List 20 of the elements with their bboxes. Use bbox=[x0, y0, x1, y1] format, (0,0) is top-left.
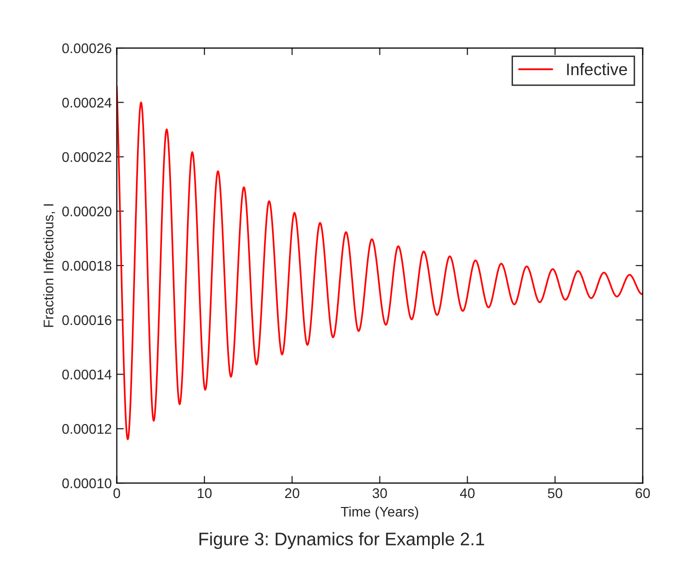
x-tick-label: 30 bbox=[372, 488, 387, 498]
y-axis-title: Fraction Infectious, I bbox=[43, 204, 56, 327]
x-tick-label: 40 bbox=[460, 488, 475, 498]
x-tick-label: 50 bbox=[548, 488, 562, 498]
x-tick-label: 10 bbox=[198, 488, 212, 498]
y-tick-label: 0.00010 bbox=[62, 478, 112, 488]
x-tick-label: 0 bbox=[113, 488, 120, 498]
y-tick-label: 0.00012 bbox=[62, 424, 112, 434]
y-tick-label: 0.00018 bbox=[62, 260, 112, 271]
y-tick-label: 0.00026 bbox=[62, 43, 112, 54]
y-tick-label: 0.00014 bbox=[62, 370, 112, 380]
y-tick-label: 0.00024 bbox=[62, 98, 112, 108]
y-tick-label: 0.00020 bbox=[62, 206, 112, 216]
x-axis-title: Time (Years) bbox=[340, 506, 418, 520]
y-tick-label: 0.00016 bbox=[62, 315, 112, 326]
legend-label: Infective bbox=[567, 63, 627, 76]
y-tick-label: 0.00022 bbox=[62, 152, 112, 162]
x-tick-label: 60 bbox=[636, 488, 650, 498]
text: Figure 3: Dynamics for Example 2.1 bbox=[199, 532, 484, 549]
x-tick-label: 20 bbox=[285, 488, 300, 498]
